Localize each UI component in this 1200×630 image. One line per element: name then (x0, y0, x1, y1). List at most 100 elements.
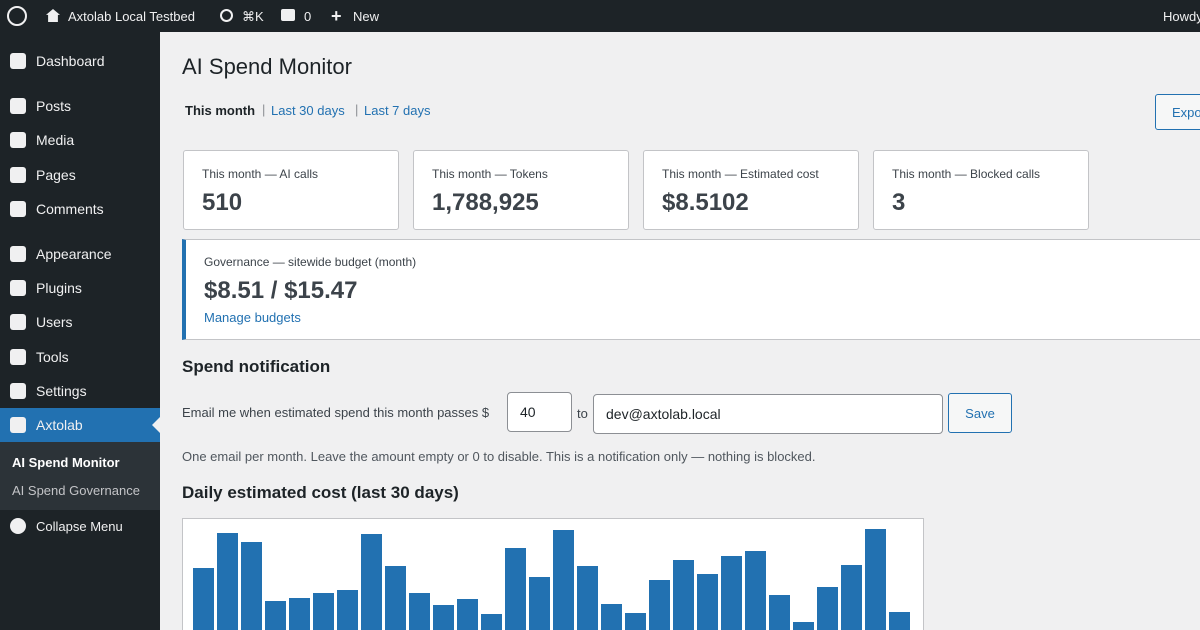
bar (337, 590, 358, 630)
submenu-item[interactable]: AI Spend Governance (12, 483, 140, 498)
search-icon (220, 9, 233, 22)
bar (265, 601, 286, 630)
bar (241, 542, 262, 630)
admin-menu: Dashboard Posts Media Pages Comments Appearan… (0, 32, 160, 630)
email-input[interactable]: dev@axtolab.local (593, 394, 943, 434)
menu-item[interactable]: Appearance (36, 246, 112, 262)
bar (769, 595, 790, 630)
stat-card: This month — Tokens 1,788,925 (413, 150, 629, 230)
comments-count[interactable]: 0 (304, 9, 312, 24)
chart-title: Daily estimated cost (last 30 days) (182, 483, 459, 502)
card-value: $8.5102 (662, 189, 749, 216)
howdy[interactable]: Howdy (1163, 9, 1200, 24)
threshold-input[interactable]: 40 (507, 392, 572, 432)
to-label: to (577, 406, 588, 421)
site-name[interactable]: Axtolab Local Testbed (68, 9, 195, 24)
menu-item[interactable]: Dashboard (36, 53, 105, 69)
menu-icon (10, 314, 26, 330)
menu-item[interactable]: Settings (36, 383, 87, 399)
bar (193, 568, 214, 630)
menu-item[interactable]: Pages (36, 167, 76, 183)
bar (649, 580, 670, 630)
bar (361, 534, 382, 630)
page-title: AI Spend Monitor (182, 54, 352, 79)
admin-bar: Axtolab Local Testbed ⌘K 0 + New Howdy (0, 0, 1200, 32)
manage-link[interactable]: Manage budgets (204, 310, 301, 325)
bar (457, 599, 478, 630)
tab[interactable]: Last 7 days (364, 103, 431, 118)
collapse-menu[interactable]: Collapse Menu (36, 519, 123, 534)
submenu-item-current[interactable]: AI Spend Monitor (12, 455, 120, 470)
bar (673, 560, 694, 630)
bar (553, 530, 574, 630)
chart (182, 518, 924, 630)
plus-icon: + (331, 6, 342, 26)
card-label: This month — Estimated cost (662, 167, 819, 181)
menu-item[interactable]: Comments (36, 201, 104, 217)
submenu (0, 442, 160, 510)
menu-icon (10, 349, 26, 365)
bar (217, 533, 238, 630)
governance-value: $8.51 / $15.47 (204, 277, 358, 304)
bar (625, 613, 646, 630)
governance-box: Governance — sitewide budget (month) $8.… (182, 239, 1200, 340)
bar (745, 551, 766, 630)
collapse-icon (10, 518, 26, 534)
menu-item[interactable]: Plugins (36, 280, 82, 296)
menu-icon (10, 417, 26, 433)
card-label: This month — Tokens (432, 167, 548, 181)
wp-logo[interactable] (7, 6, 27, 26)
bar (841, 565, 862, 630)
menu-icon (10, 98, 26, 114)
card-label: This month — AI calls (202, 167, 319, 181)
governance-label: Governance — sitewide budget (month) (204, 255, 417, 269)
bar (793, 622, 814, 630)
home-icon (46, 9, 60, 22)
card-value: 3 (892, 189, 906, 216)
bar (481, 614, 502, 630)
bar (721, 556, 742, 630)
menu-item[interactable]: Posts (36, 98, 72, 114)
menu-item[interactable]: Users (36, 314, 73, 330)
comment-icon (281, 9, 295, 21)
menu-item[interactable]: Axtolab (36, 417, 83, 433)
menu-item[interactable]: Media (36, 132, 75, 148)
tab-current[interactable]: This month (185, 103, 256, 118)
menu-item[interactable]: Tools (36, 349, 69, 365)
card-value: 1,788,925 (432, 189, 539, 216)
menu-arrow (152, 417, 160, 433)
stat-card: This month — Estimated cost $8.5102 (643, 150, 859, 230)
save-button[interactable]: Save (948, 393, 1012, 433)
menu-icon (10, 201, 26, 217)
bar (889, 612, 910, 630)
menu-icon (10, 383, 26, 399)
bar (313, 593, 334, 630)
bar (817, 587, 838, 630)
menu-icon (10, 53, 26, 69)
bar (697, 574, 718, 630)
menu-icon (10, 132, 26, 148)
note: One email per month. Leave the amount em… (182, 449, 816, 464)
bar (289, 598, 310, 630)
section-heading: Spend notification (182, 357, 331, 376)
menu-icon (10, 280, 26, 296)
export-button[interactable]: Export (1155, 94, 1200, 130)
bar (601, 604, 622, 630)
menu-icon (10, 246, 26, 262)
bar (529, 577, 550, 630)
tab[interactable]: Last 30 days (271, 103, 345, 118)
card-value: 510 (202, 189, 243, 216)
menu-icon (10, 167, 26, 183)
bar (865, 529, 886, 630)
bar (385, 566, 406, 630)
card-label: This month — Blocked calls (892, 167, 1041, 181)
new-link[interactable]: New (353, 9, 380, 24)
separator: | (262, 102, 266, 117)
stat-card: This month — Blocked calls 3 (873, 150, 1089, 230)
bar (433, 605, 454, 630)
menu-active-bg (0, 408, 160, 442)
bar (577, 566, 598, 630)
search-shortcut[interactable]: ⌘K (242, 9, 264, 24)
bar (505, 548, 526, 630)
